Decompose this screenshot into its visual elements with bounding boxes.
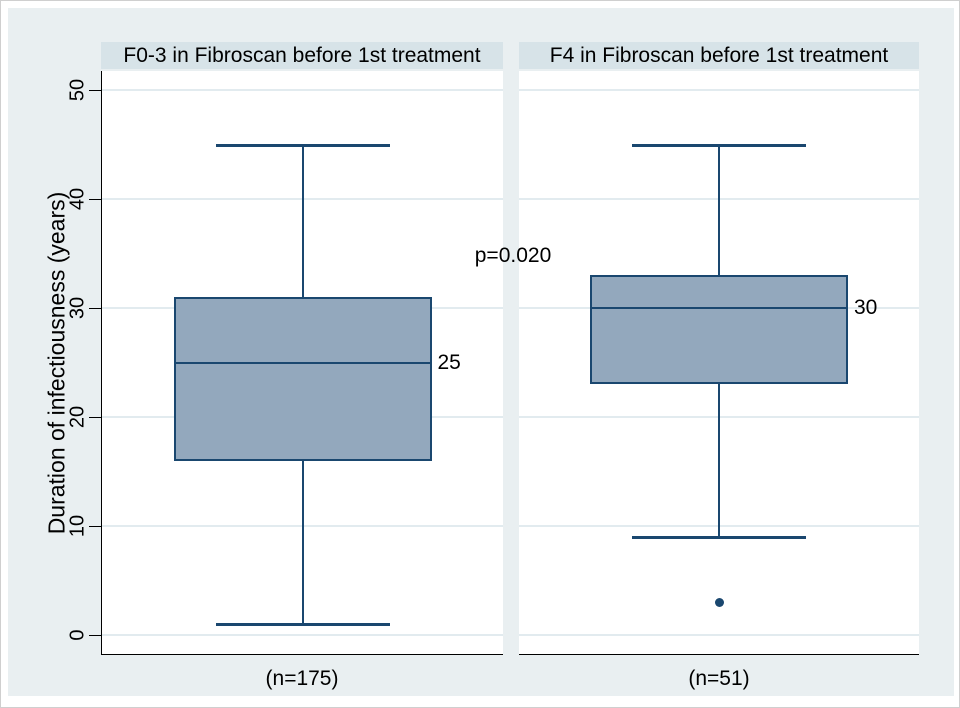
median-line (590, 307, 848, 309)
y-tick-mark (89, 635, 101, 636)
panel-title-f4: F4 in Fibroscan before 1st treatment (519, 42, 919, 69)
plot-area-f0-3: 25 (101, 71, 503, 655)
median-line (173, 361, 432, 364)
lower-whisker-cap (215, 623, 390, 627)
median-value-label: 25 (437, 350, 461, 374)
x-label-n175: (n=175) (265, 667, 339, 690)
median-value-label: 30 (854, 296, 878, 319)
p-value-annotation: p=0.020 (474, 244, 552, 267)
panel-title-f0-3: F0-3 in Fibroscan before 1st treatment (101, 42, 503, 69)
upper-whisker-line (301, 144, 304, 298)
lower-whisker-line (301, 460, 304, 625)
y-tick-label: 10 (66, 514, 89, 538)
y-axis-title: Duration of infectiousness (years) (43, 191, 70, 535)
y-tick-label: 40 (66, 187, 89, 211)
x-label-n51: (n=51) (688, 667, 750, 690)
iqr-box (173, 297, 432, 461)
gridline-y50 (102, 89, 503, 91)
outlier-point (714, 597, 724, 607)
y-tick-mark (89, 90, 101, 91)
gridline-y0 (102, 634, 503, 636)
gridline-y0 (519, 634, 919, 636)
y-tick-mark (89, 417, 101, 418)
y-tick-label: 0 (66, 629, 89, 641)
y-tick-label: 20 (66, 405, 89, 429)
graph-region: Duration of infectiousness (years) F0-3 … (8, 8, 954, 696)
y-tick-label: 50 (66, 78, 89, 102)
y-tick-mark (89, 308, 101, 309)
panel-title-f0-3-text: F0-3 in Fibroscan before 1st treatment (123, 43, 481, 67)
y-tick-mark (89, 199, 101, 200)
lower-whisker-cap (632, 535, 806, 539)
plot-area-f4: 30 (519, 71, 919, 655)
gridline-y50 (519, 89, 919, 91)
iqr-box (590, 275, 848, 385)
y-tick-label: 30 (66, 296, 89, 320)
upper-whisker-line (718, 144, 720, 276)
panel-title-f4-text: F4 in Fibroscan before 1st treatment (549, 43, 889, 67)
lower-whisker-line (718, 384, 720, 537)
y-tick-mark (89, 526, 101, 527)
